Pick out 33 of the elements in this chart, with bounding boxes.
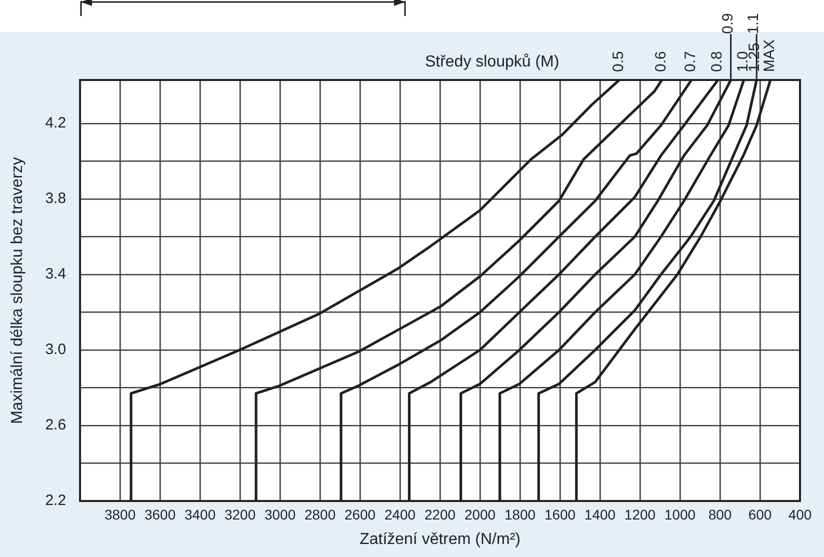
x-tick-label: 1000 — [664, 506, 696, 522]
x-tick-label: 2200 — [424, 506, 456, 522]
x-tick-label: 400 — [788, 506, 812, 522]
y-tick-label: 2.2 — [45, 492, 66, 510]
y-tick-label: 3.8 — [45, 190, 66, 208]
x-axis-title: Zatížení větrem (N/m²) — [360, 530, 520, 548]
text: 1.1 — [745, 13, 762, 34]
y-tick-label: 2.6 — [45, 416, 66, 434]
text: 0.9 — [719, 13, 736, 34]
x-tick-label: 3200 — [224, 506, 256, 522]
x-tick-label: 1800 — [504, 506, 536, 522]
text: 0.5 — [610, 51, 627, 72]
x-tick-label: 2800 — [304, 506, 336, 522]
x-tick-label: 1600 — [544, 506, 576, 522]
y-tick-label: 3.0 — [45, 341, 66, 358]
x-tick-label: 1200 — [624, 506, 656, 522]
x-tick-label: 2400 — [384, 506, 416, 522]
y-tick-label: 3.4 — [45, 266, 66, 283]
x-tick-label: 600 — [748, 506, 772, 522]
x-tick-label: 3400 — [184, 506, 216, 522]
x-tick-label: 3800 — [104, 506, 136, 522]
text: 0.7 — [682, 51, 700, 72]
legend-title: Středy sloupků (M) — [424, 53, 560, 70]
y-axis-title: Maximální délka sloupku bez traverzy — [9, 157, 26, 424]
x-tick-label: 3600 — [144, 506, 176, 522]
y-tick-label: 4.2 — [45, 114, 66, 132]
text: 0.6 — [652, 51, 670, 72]
x-tick-label: 2600 — [344, 506, 376, 522]
x-tick-label: 800 — [708, 506, 732, 522]
text: 0.8 — [708, 51, 726, 72]
x-tick-label: 1400 — [584, 506, 616, 522]
x-tick-label: 2000 — [464, 506, 496, 522]
x-tick-label: 3000 — [264, 506, 296, 522]
